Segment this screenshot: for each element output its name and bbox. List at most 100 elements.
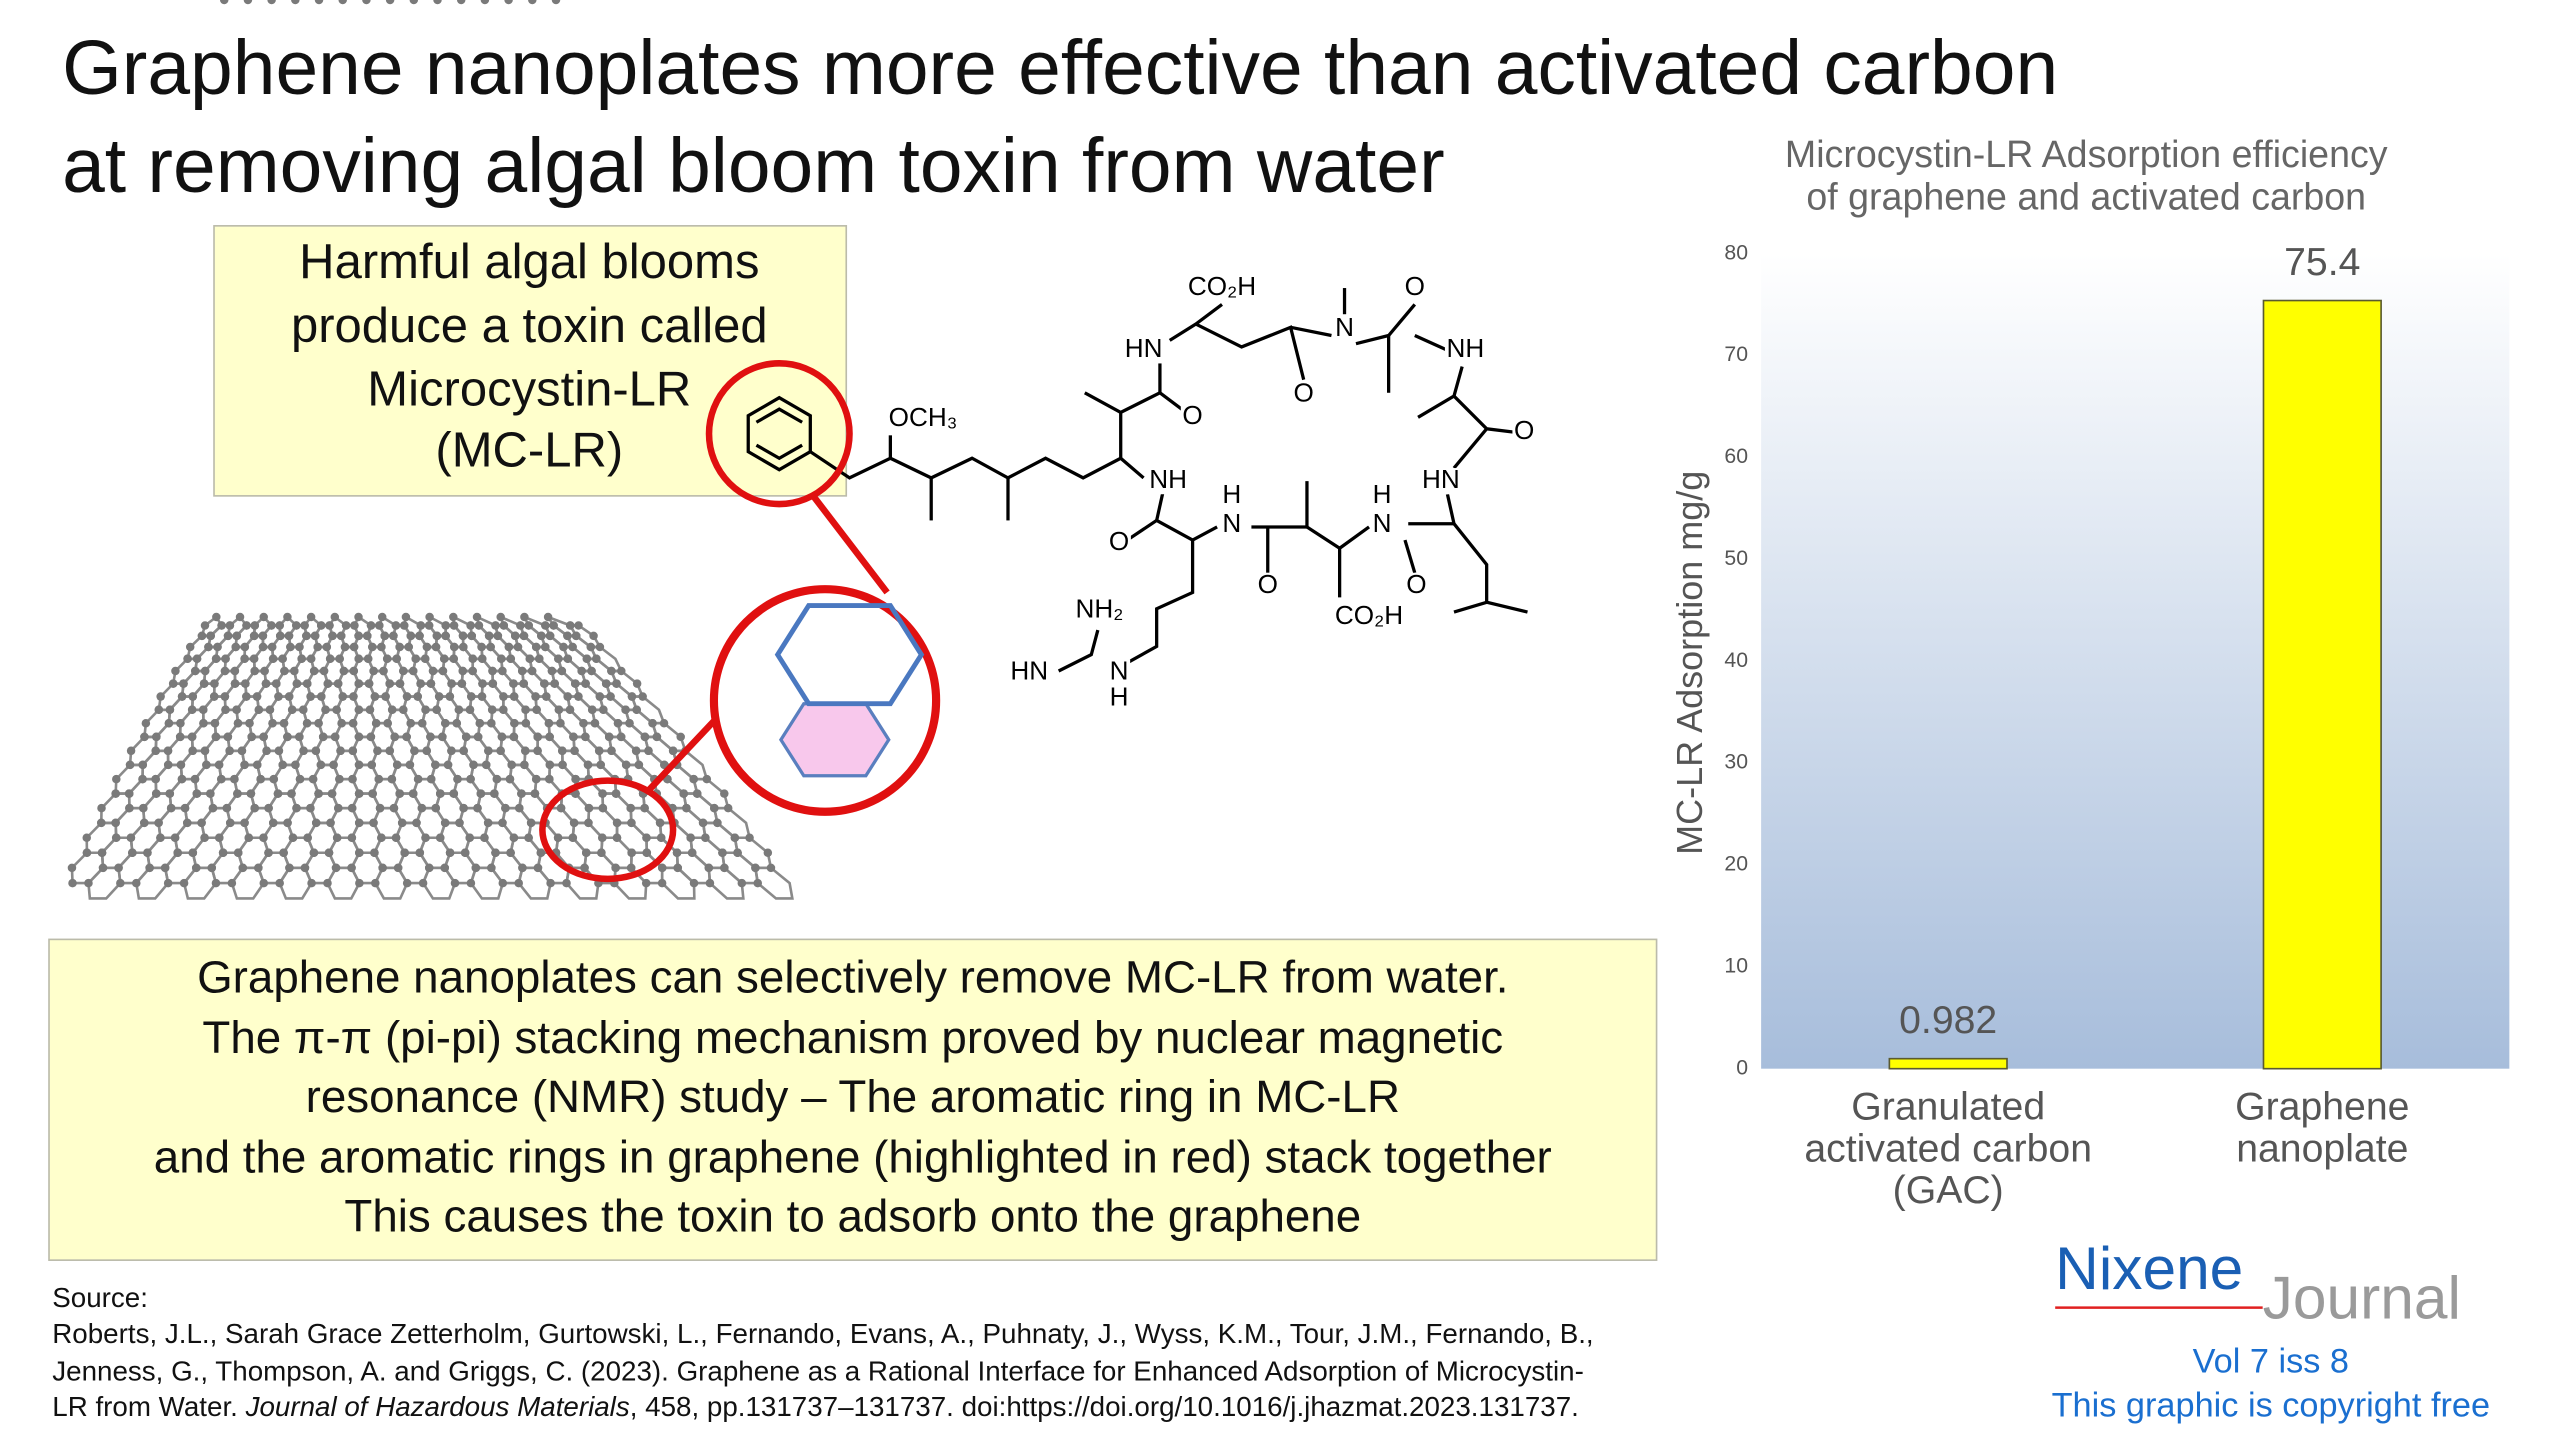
lattice-atom	[152, 732, 161, 742]
lattice-atom	[354, 705, 364, 715]
zoom-circle	[709, 585, 941, 816]
lattice-atom	[499, 705, 508, 715]
callout-line: Microcystin-LR	[367, 363, 691, 417]
lattice-cell	[600, 836, 633, 870]
lattice-atom	[299, 705, 308, 715]
lattice-atom	[124, 789, 134, 798]
lattice-atom	[221, 705, 230, 715]
lattice-atom	[185, 642, 195, 652]
lattice-atom	[333, 679, 343, 688]
highlight-ring	[705, 360, 853, 508]
lattice-atom	[373, 746, 382, 756]
lattice-atom	[402, 732, 411, 742]
lattice-atom	[422, 746, 431, 756]
lattice-atom	[264, 848, 273, 858]
lattice-atom	[443, 760, 453, 770]
atom-label: CO₂H	[1188, 271, 1256, 301]
lattice-atom	[166, 803, 176, 813]
lattice-atom	[449, 789, 459, 798]
lattice-atom	[199, 679, 209, 688]
lattice-atom	[621, 705, 630, 715]
lattice-atom	[306, 692, 315, 701]
lattice-atom	[274, 746, 284, 756]
lattice-atom	[151, 774, 160, 784]
lattice-atom	[586, 642, 596, 652]
lattice-atom	[687, 848, 697, 858]
lattice-atom	[314, 789, 323, 798]
lattice-atom	[163, 760, 173, 770]
lattice-atom	[581, 679, 590, 688]
lattice-atom	[504, 642, 514, 652]
lattice-atom	[200, 621, 210, 630]
lattice-atom	[175, 732, 185, 742]
lattice-atom	[366, 732, 376, 742]
lattice-atom	[627, 818, 636, 828]
lattice-atom	[67, 863, 77, 873]
lattice-atom	[537, 631, 546, 641]
lattice-cell	[157, 806, 189, 840]
atom-label: HN	[1010, 656, 1048, 686]
lattice-atom	[389, 631, 398, 641]
lattice-atom	[227, 878, 237, 888]
lattice-atom	[295, 642, 304, 652]
lattice-atom	[220, 692, 230, 701]
lattice-atom	[465, 705, 475, 715]
logo-brand: Nixene	[2055, 1234, 2243, 1302]
lattice-atom	[506, 848, 515, 858]
lattice-atom	[290, 666, 299, 676]
lattice-atom	[574, 692, 583, 701]
lattice-atom	[504, 0, 513, 5]
callout-line: (MC-LR)	[435, 423, 623, 477]
bond	[1290, 325, 1332, 338]
lattice-atom	[598, 803, 608, 813]
bond	[809, 450, 1145, 480]
lattice-atom	[232, 705, 241, 715]
lattice-atom	[382, 654, 392, 664]
lattice-atom	[303, 833, 312, 843]
label-backdrop	[1255, 572, 1280, 599]
lattice-atom	[275, 878, 284, 888]
lattice-atom	[138, 760, 148, 770]
lattice-atom	[638, 692, 647, 701]
lattice-atom	[568, 642, 577, 652]
lattice-atom	[612, 833, 622, 843]
lattice-atom	[377, 612, 387, 622]
lattice-atom	[165, 705, 175, 715]
label-backdrop	[1180, 404, 1205, 431]
lattice-atom	[509, 732, 519, 742]
lattice-atom	[436, 833, 445, 843]
lattice-atom	[547, 666, 557, 676]
lattice-atom	[354, 760, 364, 770]
lattice-atom	[319, 666, 329, 676]
lattice-atom	[325, 621, 334, 630]
lattice-atom	[378, 863, 387, 873]
lattice-atom	[292, 803, 301, 813]
lattice-atom	[481, 760, 491, 770]
lattice-atom	[556, 803, 566, 813]
lattice-atom	[570, 746, 579, 756]
lattice-atom	[279, 718, 289, 728]
bond	[1452, 394, 1514, 434]
lattice-atom	[183, 654, 192, 664]
lattice-atom	[374, 774, 384, 784]
lattice-atom	[584, 803, 594, 813]
lattice-atom	[152, 789, 161, 798]
lattice-atom	[545, 774, 554, 784]
lattice-atom	[625, 718, 634, 728]
lattice-atom	[291, 0, 300, 5]
lattice-atom	[406, 718, 415, 728]
lattice-atom	[139, 803, 148, 813]
lattice-atom	[492, 774, 502, 784]
lattice-atom	[411, 654, 420, 664]
label-backdrop	[1220, 482, 1243, 509]
lattice-atom	[335, 654, 344, 664]
lattice-atom	[377, 833, 386, 843]
lattice-atom	[579, 718, 588, 728]
description-line: Graphene nanoplates can selectively remo…	[197, 951, 1508, 1002]
lattice-atom	[536, 848, 546, 858]
lattice-atom	[241, 679, 250, 688]
lattice-atom	[335, 774, 344, 784]
lattice-atom	[582, 654, 592, 664]
bond	[1417, 366, 1464, 419]
lattice-atom	[210, 679, 219, 688]
